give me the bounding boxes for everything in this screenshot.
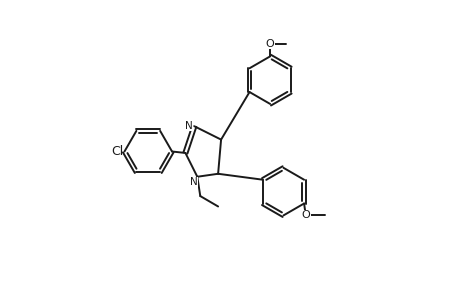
Text: N: N bbox=[185, 121, 192, 130]
Text: O: O bbox=[265, 39, 274, 49]
Text: N: N bbox=[190, 177, 197, 187]
Text: O: O bbox=[301, 210, 309, 220]
Text: Cl: Cl bbox=[111, 145, 123, 158]
